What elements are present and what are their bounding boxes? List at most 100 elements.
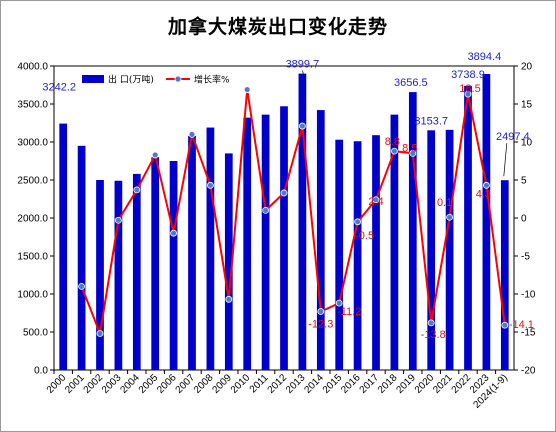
growth-data-label: -13.8 — [421, 329, 446, 341]
bar — [464, 85, 472, 370]
growth-point — [96, 330, 104, 337]
bar — [224, 153, 233, 370]
bar — [427, 130, 436, 370]
right-axis-tick-label: 0 — [521, 214, 527, 225]
left-axis-tick-label: 4000.0 — [17, 62, 48, 73]
bar — [188, 135, 196, 370]
growth-data-label: 2.4 — [368, 196, 383, 208]
bar — [77, 145, 86, 370]
bar-data-label: 3656.5 — [394, 77, 428, 89]
x-axis-tick-label: 2014 — [302, 372, 326, 396]
growth-point — [335, 299, 343, 307]
growth-point — [427, 319, 435, 327]
bar — [445, 129, 454, 370]
growth-point — [133, 186, 141, 194]
bars — [59, 73, 509, 371]
x-axis-tick-label: 2006 — [155, 372, 179, 396]
bar — [408, 92, 417, 370]
x-axis-tick-label: 2018 — [376, 372, 400, 396]
legend-label-growth: 增长率% — [194, 74, 230, 86]
bar-data-label: 3894.4 — [468, 51, 502, 63]
bar — [280, 106, 288, 370]
right-axis-tick-label: -15 — [521, 328, 536, 339]
right-axis-tick-label: -10 — [521, 290, 536, 301]
growth-data-label: -0.5 — [355, 230, 374, 242]
bar-data-label: 3738.9 — [451, 69, 485, 81]
bar — [114, 180, 123, 370]
bar-data-label: 3153.7 — [414, 115, 448, 127]
growth-data-label: -12.3 — [308, 318, 333, 330]
label-leader-line — [503, 143, 508, 177]
growth-point — [317, 308, 325, 315]
growth-point — [115, 216, 122, 224]
x-axis-tick-label: 2017 — [358, 372, 382, 396]
right-axis-tick-label: -20 — [521, 366, 536, 377]
bar — [353, 141, 362, 370]
x-axis-tick-label: 2010 — [229, 372, 253, 396]
growth-point — [501, 321, 509, 329]
growth-data-label: -14.1 — [509, 319, 534, 331]
growth-point — [298, 122, 306, 130]
growth-data-label: 0.1 — [437, 197, 452, 209]
growth-point — [372, 196, 380, 204]
growth-point — [78, 282, 85, 290]
x-axis-tick-label: 2005 — [137, 372, 161, 396]
growth-point — [409, 149, 417, 157]
left-axis-tick-label: 3500.0 — [17, 100, 48, 111]
x-axis-tick-label: 2019 — [394, 372, 418, 396]
left-axis-tick-label: 2000.0 — [17, 214, 48, 225]
bar — [151, 157, 160, 370]
bar — [500, 180, 509, 370]
axes: 0.0 500.0 1000.0 1500.0 2000.0 2500.0 3000.0 35… — [17, 62, 535, 411]
x-axis-tick-label: 2013 — [284, 372, 308, 396]
x-axis-tick-label: 2009 — [210, 372, 234, 396]
bar — [169, 161, 178, 370]
growth-data-label: 8.5 — [402, 142, 417, 154]
x-axis-tick-label: 2016 — [339, 372, 363, 396]
x-axis-tick-label: 2022 — [450, 372, 474, 396]
growth-point — [446, 213, 454, 221]
growth-point — [206, 181, 214, 189]
left-axis-tick-label: 2500.0 — [17, 176, 48, 187]
growth-point — [151, 151, 159, 159]
bar-data-label: 3899.7 — [286, 59, 320, 71]
x-axis-tick-label: 2012 — [266, 372, 290, 396]
left-axis-tick-label: 500.0 — [23, 328, 48, 339]
growth-point — [464, 90, 472, 98]
bar — [206, 127, 215, 370]
growth-data-label: 4.3 — [476, 188, 491, 200]
x-axis-tick-label: 2003 — [100, 372, 124, 396]
growth-point — [243, 86, 251, 93]
right-axis-tick-label: 5 — [521, 176, 527, 187]
x-axis-tick-label: 2004 — [118, 372, 142, 396]
left-axis-tick-label: 1500.0 — [17, 252, 48, 263]
right-axis-tick-label: 15 — [521, 100, 533, 111]
right-axis-tick-label: 10 — [521, 138, 533, 149]
x-axis-tick-label: 2001 — [63, 372, 87, 396]
legend-label-exports: 出 口(万吨) — [108, 74, 154, 86]
x-axis-tick-label: 2021 — [431, 372, 455, 396]
x-axis-tick-label: 2008 — [192, 372, 216, 396]
left-axis-tick-label: 3000.0 — [17, 138, 48, 149]
data-labels: 3242.2 3899.7 3656.5 3153.7 3738.9 3894.4 2497… — [42, 51, 534, 341]
legend-swatch-exports — [82, 75, 104, 83]
x-axis-tick-label: 2002 — [82, 372, 106, 396]
growth-point — [354, 218, 362, 226]
legend: 出 口(万吨) 增长率% — [82, 74, 230, 86]
left-axis-tick-label: 0.0 — [34, 366, 48, 377]
bar — [96, 180, 104, 370]
bar — [261, 114, 270, 370]
right-axis-tick-label: -5 — [521, 252, 530, 263]
x-axis-tick-label: 2015 — [321, 372, 345, 396]
growth-point — [170, 229, 178, 237]
bar-data-label: 2497.4 — [496, 131, 530, 143]
growth-point — [262, 206, 270, 214]
legend-swatch-growth-marker — [174, 75, 182, 83]
label-leader-line — [302, 70, 305, 78]
growth-point — [188, 130, 196, 138]
left-axis-tick-label: 1000.0 — [17, 290, 48, 301]
growth-data-label: 18.5 — [459, 83, 480, 95]
growth-line-path — [80, 89, 506, 338]
chart-title: 加拿大煤炭出口变化走势 — [167, 16, 388, 38]
